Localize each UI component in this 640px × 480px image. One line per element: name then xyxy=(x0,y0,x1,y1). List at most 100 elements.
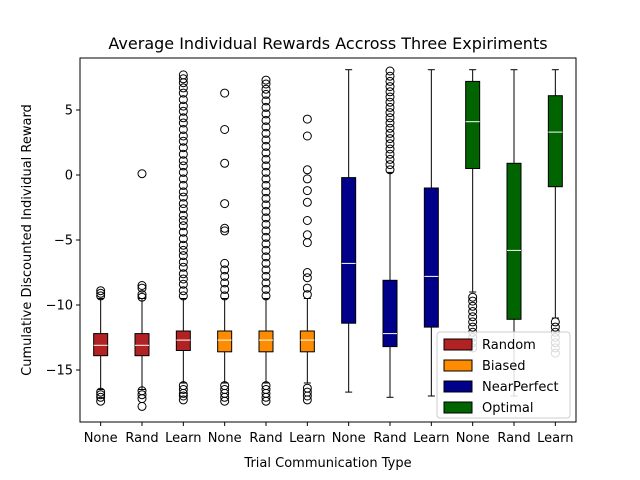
outlier-point xyxy=(261,278,271,288)
legend-label: NearPerfect xyxy=(482,380,559,395)
outlier-point xyxy=(96,390,106,400)
box-body xyxy=(423,187,439,328)
legend-swatch xyxy=(443,380,473,393)
outlier-point xyxy=(385,160,395,170)
box-body xyxy=(134,333,150,357)
outlier-point xyxy=(178,83,188,93)
outlier-point xyxy=(178,156,188,166)
outlier-point xyxy=(178,136,188,146)
outlier-point xyxy=(302,114,312,124)
outlier-point xyxy=(261,128,271,138)
outlier-point xyxy=(178,161,188,171)
x-tick-label: Rand xyxy=(249,431,282,446)
outlier-point xyxy=(385,139,395,149)
x-axis: None Rand Learn None Rand Learn None Rand Learn N… xyxy=(84,422,574,446)
outlier-point xyxy=(385,97,395,107)
outlier-point xyxy=(261,109,271,119)
box-body xyxy=(547,95,563,188)
outlier-point xyxy=(220,88,230,98)
outlier-point xyxy=(178,180,188,190)
x-tick-label: Rand xyxy=(125,431,158,446)
outlier-point xyxy=(302,387,312,397)
outlier-point xyxy=(261,180,271,190)
outlier-point xyxy=(261,89,271,99)
outlier-point xyxy=(220,291,230,301)
outlier-point xyxy=(385,134,395,144)
x-tick-label: Learn xyxy=(165,431,201,446)
outlier-point xyxy=(261,200,271,210)
outlier-point xyxy=(468,301,478,311)
outlier-point xyxy=(178,234,188,244)
outlier-point xyxy=(385,82,395,92)
outlier-point xyxy=(178,131,188,141)
outlier-point xyxy=(385,118,395,128)
outlier-point xyxy=(178,167,188,177)
outlier-point xyxy=(385,165,395,175)
box-7 xyxy=(341,69,357,393)
outlier-point xyxy=(220,226,230,236)
box-4 xyxy=(217,88,233,406)
outlier-point xyxy=(261,239,271,249)
y-tick-label: 0 xyxy=(65,169,73,184)
outlier-point xyxy=(261,122,271,132)
outlier-point xyxy=(261,154,271,164)
y-tick-label: −15 xyxy=(46,364,73,379)
outlier-point xyxy=(178,269,188,279)
outlier-point xyxy=(220,265,230,275)
outlier-point xyxy=(96,392,106,402)
outlier-point xyxy=(178,125,188,134)
outlier-point xyxy=(220,385,230,394)
outlier-point xyxy=(261,115,271,125)
outlier-point xyxy=(261,96,271,106)
outlier-point xyxy=(96,286,106,296)
box-body xyxy=(341,177,357,324)
outlier-point xyxy=(385,154,395,164)
outlier-point xyxy=(178,204,188,214)
outlier-point xyxy=(178,240,188,250)
outlier-point xyxy=(178,118,188,128)
x-tick-label: None xyxy=(332,431,366,446)
outlier-point xyxy=(468,296,478,306)
box-3 xyxy=(175,70,191,405)
outlier-point xyxy=(261,187,271,197)
outlier-point xyxy=(178,221,188,231)
outlier-point xyxy=(220,381,230,391)
legend-label: Biased xyxy=(482,359,526,374)
outlier-point xyxy=(178,395,188,405)
box-body xyxy=(258,330,274,353)
outlier-point xyxy=(302,230,312,240)
outlier-point xyxy=(261,232,271,242)
outlier-point xyxy=(178,286,188,296)
outlier-point xyxy=(178,210,188,220)
outlier-point xyxy=(178,187,188,197)
outlier-point xyxy=(261,135,271,145)
box-body xyxy=(217,330,233,353)
outlier-point xyxy=(137,169,147,179)
outlier-point xyxy=(302,216,312,225)
outlier-point xyxy=(302,273,312,283)
outlier-point xyxy=(302,197,312,207)
legend-box xyxy=(436,331,571,419)
outlier-point xyxy=(550,322,560,332)
outlier-point xyxy=(178,101,188,111)
outlier-point xyxy=(178,199,188,209)
outlier-point xyxy=(137,292,147,302)
outlier-point xyxy=(261,258,271,268)
outlier-point xyxy=(468,322,478,332)
box-body xyxy=(93,333,109,357)
outlier-point xyxy=(385,87,395,97)
x-tick-label: Rand xyxy=(497,431,530,446)
outlier-point xyxy=(178,391,188,401)
legend-swatch xyxy=(443,338,473,351)
outlier-point xyxy=(302,131,312,141)
x-tick-label: Learn xyxy=(413,431,449,446)
outlier-point xyxy=(385,92,395,102)
outlier-point xyxy=(261,265,271,275)
outlier-point xyxy=(468,307,478,316)
outlier-point xyxy=(385,113,395,123)
outlier-point xyxy=(178,291,188,301)
outlier-point xyxy=(261,206,271,216)
outlier-point xyxy=(220,158,230,168)
